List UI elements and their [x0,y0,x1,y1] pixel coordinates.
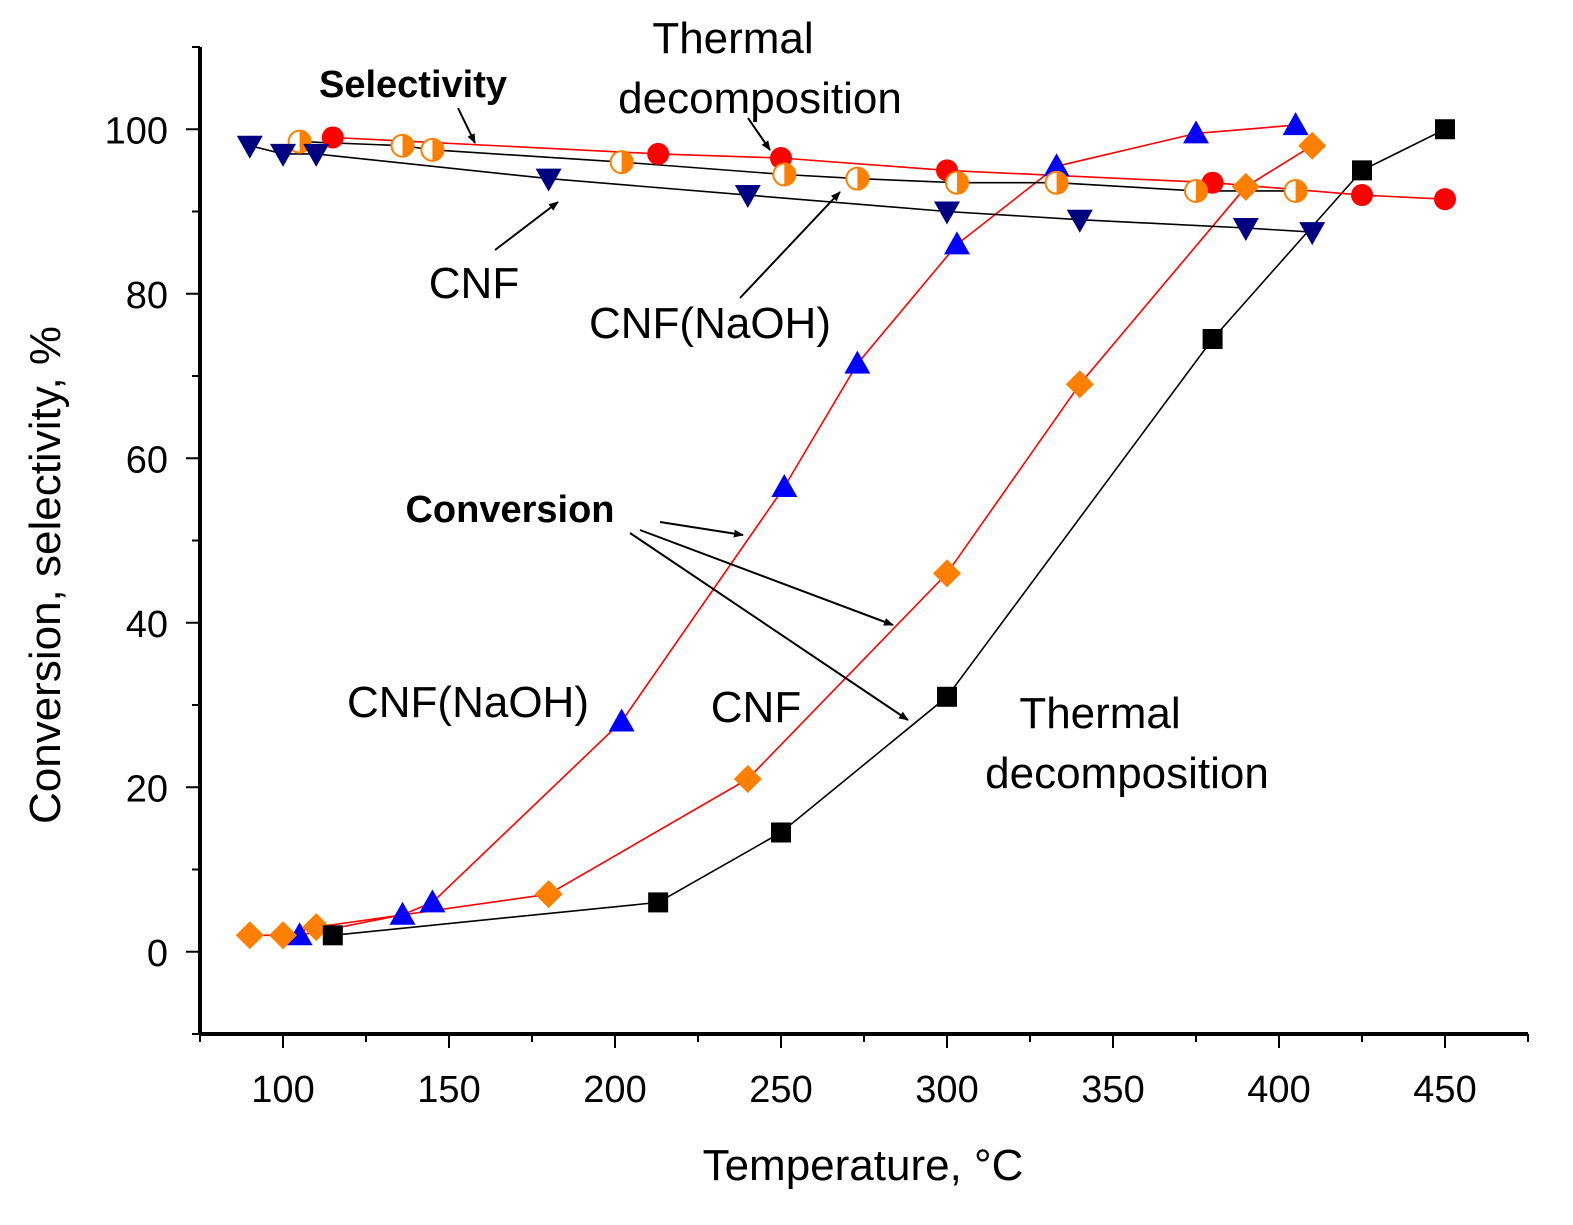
data-point [772,162,797,187]
y-tick-label: 80 [126,275,168,317]
data-point [943,231,970,255]
arrow-selectivity [457,107,476,144]
data-point [844,350,871,374]
data-point [608,708,635,732]
data-point [322,925,343,946]
x-tick-label: 150 [417,1069,480,1111]
data-point [1231,172,1260,201]
data-point [648,892,669,913]
data-point [771,474,798,498]
data-point [647,142,670,165]
annotation-conversion: Conversion [405,489,614,531]
arrow-cnfnaoh-selectivity [739,191,841,299]
series-line-4 [299,140,1296,192]
data-point-fill [784,163,796,186]
data-point [390,133,415,158]
arrow-cnf-selectivity [494,201,559,251]
data-point [389,901,416,925]
y-tick-label: 40 [126,604,168,646]
data-point [1434,188,1456,211]
data-point [236,135,263,159]
arrow-thermal-selectivity [747,117,771,151]
series-line-0 [299,124,1296,937]
data-point [1232,217,1259,241]
annotation-thermal-conversion-line2: decomposition [985,749,1269,798]
y-axis-title: Conversion, selectivity, % [21,326,70,824]
data-point [420,137,445,162]
data-point-fill [857,167,869,190]
annotation-cnfnaoh-selectivity: CNF(NaOH) [589,299,831,348]
data-point-fill [1295,179,1307,202]
data-point [1066,209,1093,233]
data-point [1351,184,1373,207]
data-point [1352,160,1372,181]
data-point [534,880,563,909]
data-point [1065,370,1094,399]
y-tick-label: 100 [105,110,168,152]
data-point [1283,178,1308,203]
arrow-conversion-cnfnaoh [659,521,744,538]
data-point [1043,153,1070,177]
y-tick-label: 60 [126,439,168,481]
data-point [1298,131,1327,160]
annotation-selectivity: Selectivity [319,64,507,106]
x-tick-label: 250 [749,1069,812,1111]
arrow-conversion-thermal [629,532,909,721]
data-point [937,686,957,707]
data-point [1202,328,1223,349]
data-point [1282,112,1309,136]
x-tick-label: 450 [1413,1069,1476,1111]
x-tick-label: 200 [583,1069,646,1111]
data-point [934,201,960,225]
annotation-cnf-selectivity: CNF [429,259,519,308]
annotation-thermal-conversion-line1: Thermal [1019,689,1180,738]
series-line-2 [332,128,1446,937]
data-point-fill [956,171,968,194]
data-point [1184,178,1208,203]
y-tick-label: 20 [126,768,168,810]
annotation-cnf-conversion: CNF [711,683,801,732]
data-point [1435,119,1455,140]
data-point [733,765,762,794]
arrow-conversion-cnf [639,529,894,626]
x-axis-title: Temperature, °C [703,1141,1024,1190]
data-point [933,559,961,588]
data-point [1044,170,1069,195]
x-tick-label: 300 [915,1069,978,1111]
data-point [845,166,870,191]
data-point [303,143,330,167]
data-point [944,170,969,195]
annotation-thermal-selectivity-line2: decomposition [618,74,902,123]
data-point [1299,222,1326,246]
data-point-fill [432,138,444,161]
annotation-cnfnaoh-conversion: CNF(NaOH) [347,678,589,727]
axis-ticks: 100 150 200 250 300 350 400 450 0 20 40 60 80 100 [105,46,1529,1111]
data-point [734,185,761,209]
data-point [270,143,296,167]
data-point [1183,120,1209,144]
data-point [286,922,313,946]
annotation-arrows [457,107,909,721]
y-tick-label: 0 [147,933,168,975]
data-point-fill [1196,179,1208,202]
data-point [269,921,297,950]
x-tick-label: 100 [251,1069,314,1111]
data-point [235,921,264,950]
series-line-3 [332,136,1446,200]
series-markers [235,112,1456,950]
data-point-fill [1056,171,1068,194]
data-point-fill [621,151,633,174]
data-point [321,126,344,149]
data-point [419,889,446,913]
data-point [609,150,634,175]
data-point-fill [402,134,414,157]
data-point [771,822,791,843]
x-tick-label: 400 [1247,1069,1310,1111]
x-tick-label: 350 [1081,1069,1144,1111]
data-point [535,168,562,192]
annotation-thermal-selectivity-line1: Thermal [652,14,813,63]
series-line-1 [249,145,1313,937]
